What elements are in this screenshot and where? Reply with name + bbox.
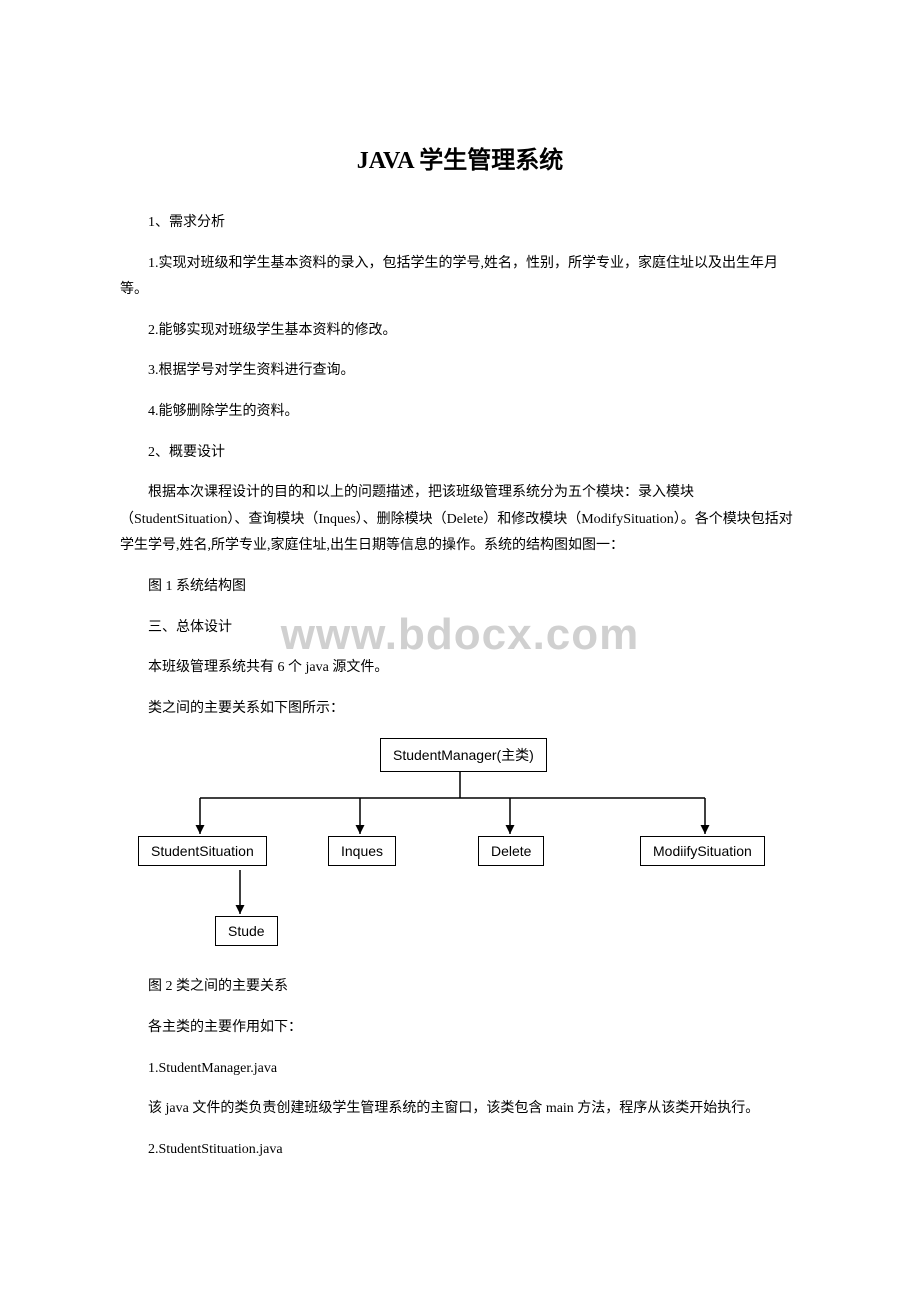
diagram-node-root: StudentManager(主类) [380,738,547,772]
requirement-1: 1.实现对班级和学生基本资料的录入，包括学生的学号,姓名，性别，所学专业，家庭住… [120,251,800,304]
requirement-2: 2.能够实现对班级学生基本资料的修改。 [120,318,800,345]
requirement-3: 3.根据学号对学生资料进行查询。 [120,358,800,385]
section-heading-3: 三、总体设计 [120,615,800,642]
overall-design-text-2: 类之间的主要关系如下图所示： [120,696,800,723]
class-roles-heading: 各主类的主要作用如下： [120,1015,800,1042]
section-heading-2: 2、概要设计 [120,440,800,467]
class-diagram: StudentManager(主类) StudentSituation Inqu… [130,736,790,956]
requirement-4: 4.能够删除学生的资料。 [120,399,800,426]
page-title: JAVA 学生管理系统 [120,140,800,175]
document-content: JAVA 学生管理系统 1、需求分析 1.实现对班级和学生基本资料的录入，包括学… [120,140,800,1163]
section-heading-1: 1、需求分析 [120,210,800,237]
diagram-node-delete: Delete [478,836,544,866]
class-diagram-container: StudentManager(主类) StudentSituation Inqu… [120,736,800,956]
diagram-node-studentsituation: StudentSituation [138,836,267,866]
figure-2-caption: 图 2 类之间的主要关系 [120,974,800,1001]
overview-design-text: 根据本次课程设计的目的和以上的问题描述，把该班级管理系统分为五个模块：录入模块（… [120,480,800,560]
diagram-node-stude: Stude [215,916,278,946]
class-2-name: 2.StudentStituation.java [120,1137,800,1164]
class-1-name: 1.StudentManager.java [120,1056,800,1083]
diagram-node-inques: Inques [328,836,396,866]
overall-design-text-1: 本班级管理系统共有 6 个 java 源文件。 [120,655,800,682]
class-1-desc: 该 java 文件的类负责创建班级学生管理系统的主窗口，该类包含 main 方法… [120,1096,800,1123]
figure-1-caption: 图 1 系统结构图 [120,574,800,601]
diagram-node-modifysituation: ModiifySituation [640,836,765,866]
